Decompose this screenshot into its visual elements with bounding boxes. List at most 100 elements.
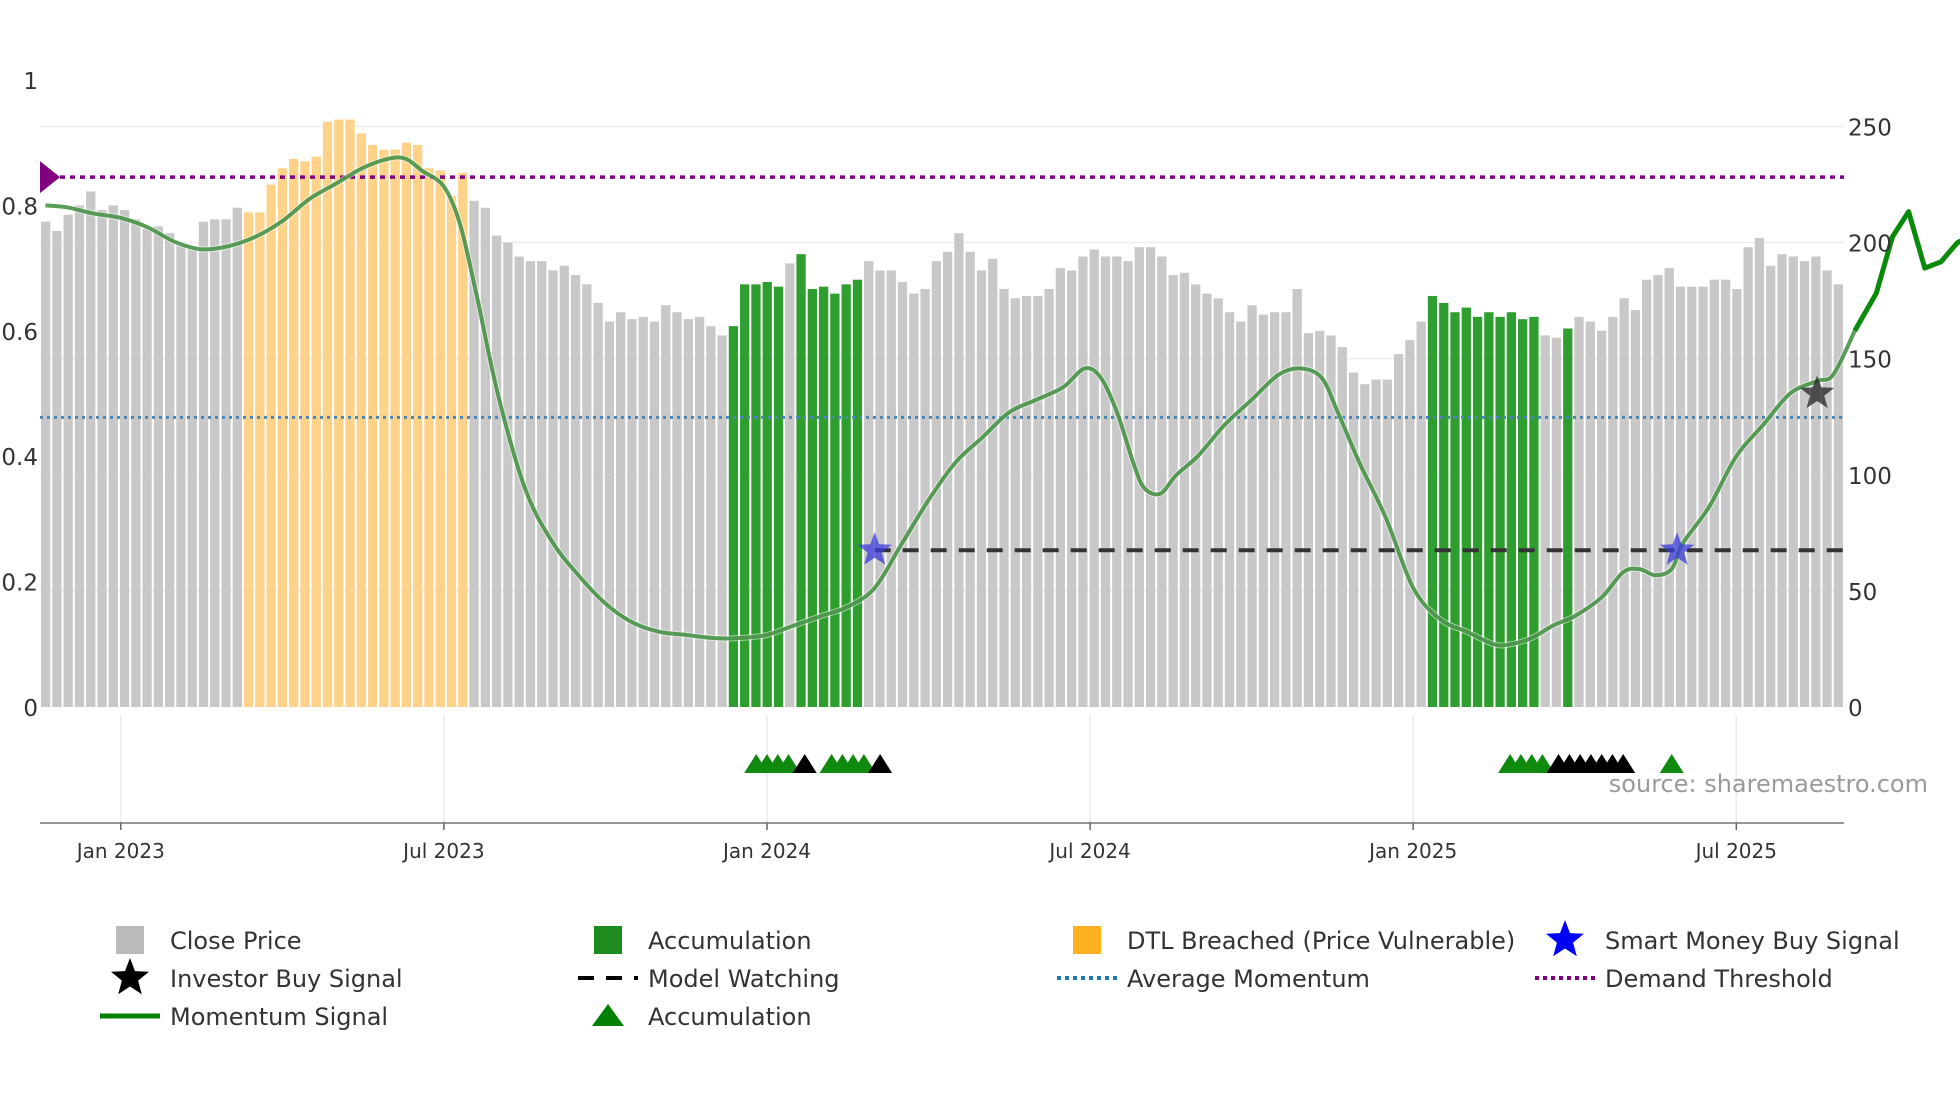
close-price-bar: [277, 168, 288, 707]
close-price-bar: [1585, 321, 1595, 707]
close-price-bar: [1766, 265, 1776, 707]
close-price-bar: [1529, 316, 1539, 707]
close-price-bar: [796, 254, 806, 707]
close-price-bar: [1788, 256, 1798, 707]
close-price-bar: [525, 261, 536, 707]
close-price-bar: [390, 149, 400, 707]
close-price-bar: [1563, 328, 1573, 707]
x-axis-tick-label: Jan 2025: [1367, 839, 1457, 863]
accumulation-markers: [744, 754, 1684, 773]
close-price-bar: [435, 170, 445, 708]
close-price-bar: [311, 156, 321, 708]
close-price-bar: [187, 247, 197, 707]
momentum-line-historical: [45, 155, 1857, 648]
legend-item: Demand Threshold: [1535, 965, 1833, 993]
close-price-bar: [1653, 275, 1663, 707]
close-price-bar: [1100, 256, 1111, 707]
right-axis-tick-label: 150: [1848, 348, 1892, 374]
legend-swatch-star: [111, 958, 149, 995]
close-price-bar: [1596, 330, 1607, 707]
close-price-bar: [1224, 312, 1235, 707]
close-price-bar: [1720, 279, 1731, 707]
accumulation-marker-black: [1611, 754, 1636, 773]
close-price-bar: [897, 282, 908, 707]
close-price-bar: [1484, 312, 1494, 707]
demand-threshold-marker: [40, 161, 60, 194]
legend-item: Accumulation: [592, 1003, 812, 1031]
reference-lines: [40, 161, 1844, 553]
close-price-bar: [740, 284, 750, 707]
source-label: source: sharemaestro.com: [1609, 770, 1928, 798]
close-price-bar: [920, 289, 930, 707]
close-price-bar: [537, 261, 547, 707]
close-price-bar: [909, 293, 919, 707]
legend-label: Accumulation: [648, 927, 812, 955]
close-price-bar: [1833, 284, 1843, 707]
legend-label: Smart Money Buy Signal: [1605, 927, 1900, 955]
close-price-bar: [1608, 316, 1618, 707]
close-price-bar: [1247, 305, 1257, 707]
close-price-bar: [1337, 347, 1347, 707]
accumulation-marker-green: [1659, 754, 1684, 773]
close-price-bar: [300, 161, 310, 707]
smart-money-buy-signal-star: [857, 532, 892, 565]
close-price-bar: [1168, 275, 1178, 707]
close-price-bar: [1642, 279, 1652, 707]
close-price-bar: [717, 335, 727, 707]
close-price-bar: [1416, 321, 1426, 707]
close-price-bar: [785, 263, 795, 707]
accumulation-marker-green: [1530, 754, 1555, 773]
close-price-bar: [1021, 295, 1032, 707]
close-price-bar: [1055, 268, 1066, 707]
legend-item: DTL Breached (Price Vulnerable): [1073, 926, 1515, 955]
close-price-bar: [1269, 312, 1280, 707]
close-price-bar: [345, 119, 355, 707]
legend-label: Close Price: [170, 927, 302, 955]
close-price-bar: [1292, 289, 1302, 707]
x-axis-tick-label: Jul 2023: [401, 839, 484, 863]
close-price-bar: [582, 284, 592, 707]
close-price-bar: [503, 242, 513, 708]
close-price-bar: [1382, 379, 1392, 707]
grid-lines: [40, 125, 1844, 822]
close-price-bar: [762, 282, 772, 707]
accumulation-marker-black: [868, 754, 893, 773]
close-price-bar: [999, 289, 1009, 707]
legend-swatch-square: [116, 926, 144, 954]
close-price-bar: [492, 235, 502, 708]
close-price-bar: [807, 289, 817, 707]
close-price-bar: [243, 212, 254, 707]
close-price-bar: [1551, 337, 1562, 707]
close-price-bar: [322, 121, 333, 708]
close-price-bar: [52, 230, 62, 707]
close-price-bar: [672, 312, 682, 707]
close-price-bar: [852, 279, 863, 707]
close-price-bar: [266, 184, 276, 707]
legend-label: Average Momentum: [1127, 965, 1370, 993]
close-price-bar: [1811, 256, 1821, 707]
close-price-bar: [97, 210, 107, 708]
close-price-bar: [1044, 289, 1054, 707]
close-price-bar: [1450, 312, 1460, 707]
close-price-bar: [232, 207, 242, 707]
close-price-bar: [1698, 286, 1708, 707]
close-price-bar: [818, 286, 829, 707]
close-price-bar: [559, 265, 569, 707]
legend-item: Smart Money Buy Signal: [1546, 920, 1900, 957]
close-price-bar: [221, 219, 231, 708]
close-price-bar: [683, 319, 693, 707]
legend-label: Model Watching: [648, 965, 840, 993]
close-price-bar: [153, 226, 164, 708]
close-price-bar: [1191, 284, 1201, 707]
close-price-bar: [1472, 316, 1483, 707]
close-price-bar: [165, 233, 175, 707]
left-axis-tick-label: 0.4: [1, 445, 38, 471]
close-price-bar: [954, 233, 964, 707]
legend-item: Investor Buy Signal: [111, 958, 403, 995]
close-price-bar: [446, 196, 457, 707]
left-axis-tick-label: 0: [23, 696, 38, 722]
close-price-bar: [627, 319, 637, 707]
close-price-bar: [694, 316, 705, 707]
close-price-bar: [1145, 247, 1156, 707]
close-price-bar: [1033, 295, 1043, 707]
